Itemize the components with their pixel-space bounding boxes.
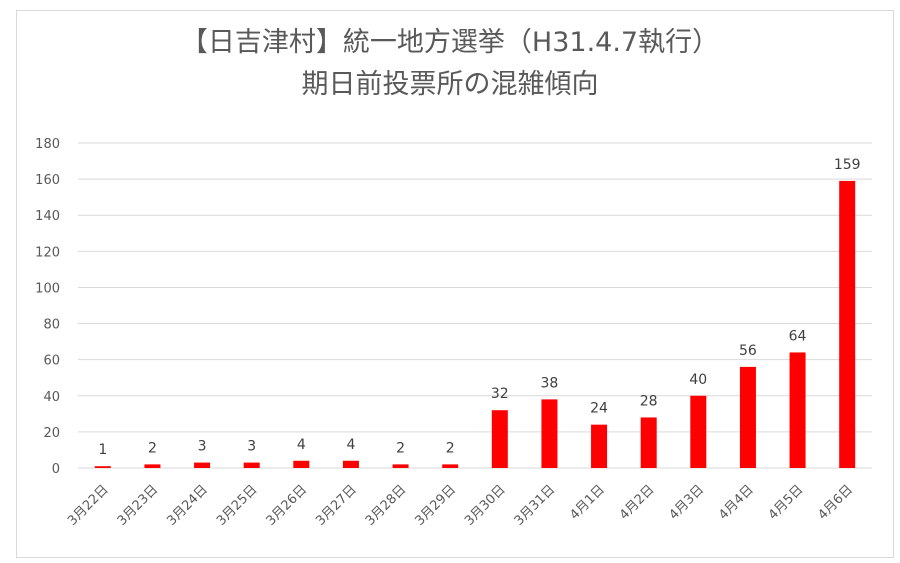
bar: [591, 424, 608, 468]
x-tick-label: 4月4日: [716, 482, 757, 523]
y-tick-label: 60: [43, 354, 60, 369]
data-label: 2: [148, 440, 157, 456]
x-tick-label: 4月3日: [666, 482, 707, 523]
data-label: 32: [491, 386, 509, 402]
bar: [194, 462, 211, 468]
data-label: 1: [98, 442, 107, 458]
y-tick-label: 100: [35, 281, 60, 296]
y-tick-label: 160: [35, 173, 60, 188]
x-tick-label: 4月1日: [567, 482, 608, 523]
data-label: 2: [446, 440, 455, 456]
bar: [491, 410, 508, 468]
x-tick-label: 3月27日: [313, 482, 360, 529]
x-tick-label: 4月5日: [766, 482, 807, 523]
x-tick-label: 3月22日: [65, 482, 112, 529]
bar: [541, 399, 558, 468]
bar: [839, 180, 856, 468]
bar: [144, 464, 161, 468]
data-label: 24: [590, 401, 608, 417]
chart-subtitle: 期日前投票所の混雑傾向: [301, 69, 599, 100]
bar: [293, 460, 310, 468]
data-label: 4: [346, 437, 355, 453]
x-tick-label: 4月6日: [815, 482, 856, 523]
data-label: 40: [689, 372, 707, 388]
bar: [392, 464, 409, 468]
bar: [243, 462, 260, 468]
y-tick-label: 20: [43, 426, 60, 441]
bar: [342, 460, 359, 468]
bar: [789, 352, 806, 468]
bar: [690, 395, 707, 468]
data-label: 38: [541, 375, 559, 391]
bar: [94, 466, 111, 468]
data-label: 4: [297, 437, 306, 453]
y-tick-label: 180: [35, 137, 60, 152]
bar: [442, 464, 459, 468]
x-tick-label: 3月24日: [164, 482, 211, 529]
x-tick-label: 3月29日: [412, 482, 459, 529]
data-label: 159: [834, 157, 861, 173]
x-tick-label: 3月31日: [512, 482, 559, 529]
y-tick-label: 120: [35, 245, 60, 260]
y-tick-label: 140: [35, 209, 60, 224]
data-label: 64: [789, 328, 807, 344]
chart-title-block: 【日吉津村】統一地方選挙（H31.4.7執行） 期日前投票所の混雑傾向: [0, 22, 900, 106]
x-tick-label: 4月2日: [617, 482, 658, 523]
data-label: 3: [247, 439, 256, 455]
data-label: 28: [640, 393, 658, 409]
data-label: 3: [198, 439, 207, 455]
data-label: 2: [396, 440, 405, 456]
y-tick-label: 40: [43, 390, 60, 405]
bar: [640, 417, 657, 468]
chart-title: 【日吉津村】統一地方選挙（H31.4.7執行）: [180, 27, 720, 58]
x-tick-label: 3月23日: [115, 482, 162, 529]
x-tick-label: 3月28日: [363, 482, 410, 529]
x-tick-label: 3月30日: [462, 482, 509, 529]
x-tick-label: 3月26日: [264, 482, 311, 529]
y-tick-label: 0: [52, 462, 60, 477]
y-tick-label: 80: [43, 318, 60, 333]
data-label: 56: [739, 343, 757, 359]
x-tick-label: 3月25日: [214, 482, 261, 529]
bar: [739, 366, 756, 468]
